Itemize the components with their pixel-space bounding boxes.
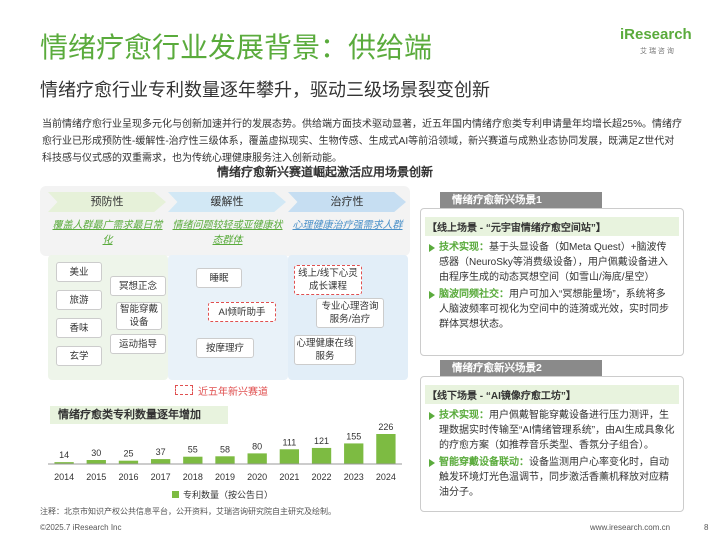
scene-box: 【线下场景 - “AI镜像疗愈工坊”】 技术实现：用户佩戴智能穿戴设备进行压力测… bbox=[420, 376, 684, 512]
section-title: 情绪疗愈新兴赛道崛起激活应用场景创新 bbox=[216, 165, 433, 179]
x-tick-label: 2024 bbox=[376, 472, 396, 482]
value-label: 226 bbox=[378, 422, 393, 432]
bullet-label: 技术实现： bbox=[439, 242, 489, 253]
item: 按摩理疗 bbox=[196, 338, 254, 358]
subtitle: 情绪疗愈行业专利数量逐年攀升，驱动三级场景裂变创新 bbox=[40, 80, 490, 100]
bar bbox=[86, 460, 106, 464]
logo: iResearch bbox=[620, 26, 692, 43]
tier-desc: 心理健康治疗强需求人群 bbox=[292, 220, 403, 231]
bar bbox=[247, 453, 267, 464]
bullet-label: 技术实现： bbox=[439, 410, 489, 421]
tier: 治疗性 bbox=[288, 192, 406, 212]
tier: 预防性 bbox=[48, 192, 166, 212]
x-tick-label: 2014 bbox=[54, 472, 74, 482]
chart: 14 2014 30 2015 25 2016 37 2017 55 2018 58 2019 80 20… bbox=[48, 422, 402, 500]
x-tick-label: 2020 bbox=[247, 472, 267, 482]
bar bbox=[344, 443, 364, 464]
value-label: 111 bbox=[283, 437, 297, 447]
bullet: 技术实现：用户佩戴智能穿戴设备进行压力测评，生理数据实时传输至“AI情绪管理系统… bbox=[429, 408, 675, 453]
scene-tab: 情绪疗愈新兴场景1 bbox=[440, 192, 602, 208]
bullet-text: 设备监测用户心率变化时，自动触发环境灯光色温调节，同步激活香薰机释放对应精油分子… bbox=[439, 457, 669, 498]
x-tick-label: 2015 bbox=[86, 472, 106, 482]
legend-swatch bbox=[175, 385, 193, 395]
scene-title: 【线上场景 - “元宇宙情绪疗愈空间站”】 bbox=[425, 217, 679, 236]
x-tick-label: 2018 bbox=[183, 472, 203, 482]
bar bbox=[118, 460, 139, 464]
x-tick-label: 2021 bbox=[279, 472, 299, 482]
bullet-text: 基于头显设备（如Meta Quest）+脑波传感器（NeuroSky等消费级设备… bbox=[439, 242, 668, 283]
item: 冥想正念 bbox=[110, 276, 166, 296]
item: 睡眠 bbox=[196, 268, 242, 288]
bullet-text: 用户可加入“冥想能量场”，系统将多人脑波频率可视化为空间中的涟漪或光效，实时同步… bbox=[439, 289, 669, 330]
x-tick-label: 2023 bbox=[344, 472, 364, 482]
value-label: 25 bbox=[123, 449, 133, 459]
bar bbox=[150, 459, 171, 464]
value-label: 14 bbox=[59, 450, 69, 460]
bar bbox=[376, 434, 396, 464]
item: 专业心理咨询服务/治疗 bbox=[316, 298, 384, 328]
value-label: 155 bbox=[346, 431, 361, 441]
page-number: 8 bbox=[704, 523, 709, 532]
item: 香味 bbox=[56, 318, 102, 338]
value-label: 121 bbox=[314, 436, 329, 446]
legend-label: 近五年新兴赛道 bbox=[198, 387, 268, 398]
scene-title: 【线下场景 - “AI镜像疗愈工坊”】 bbox=[425, 385, 679, 404]
logo-sub: 艾 瑞 咨 询 bbox=[640, 48, 674, 55]
bullet: 技术实现：基于头显设备（如Meta Quest）+脑波传感器（NeuroSky等… bbox=[429, 240, 675, 285]
title: 情绪疗愈行业发展背景：供给端 bbox=[40, 32, 433, 63]
bar bbox=[54, 462, 74, 464]
copyright: ©2025.7 iResearch Inc bbox=[40, 523, 122, 532]
item: 线上/线下心灵成长课程 bbox=[294, 265, 362, 295]
item: 运动指导 bbox=[110, 334, 166, 354]
item: AI倾听助手 bbox=[208, 302, 276, 322]
bar bbox=[279, 449, 300, 464]
item: 智能穿戴设备 bbox=[116, 302, 162, 330]
item: 美业 bbox=[56, 262, 102, 282]
source: 注释：北京市知识产权公共信息平台，公开资料，艾瑞咨询研究院自主研究及绘制。 bbox=[40, 507, 336, 516]
legend-label: 专利数量（按公告日） bbox=[183, 489, 273, 500]
bar bbox=[215, 456, 235, 464]
bullet-label: 脑波同频社交： bbox=[439, 289, 509, 300]
intro: 当前情绪疗愈行业呈现多元化与创新加速并行的发展态势。供给端方面技术驱动显著，近五… bbox=[42, 119, 683, 164]
item: 心理健康在线服务 bbox=[294, 335, 356, 365]
value-label: 30 bbox=[91, 448, 101, 458]
tier: 缓解性 bbox=[168, 192, 286, 212]
scene-tab: 情绪疗愈新兴场景2 bbox=[440, 360, 602, 376]
item: 玄学 bbox=[56, 346, 102, 366]
x-tick-label: 2022 bbox=[312, 472, 332, 482]
x-tick-label: 2019 bbox=[215, 472, 235, 482]
bullet: 脑波同频社交：用户可加入“冥想能量场”，系统将多人脑波频率可视化为空间中的涟漪或… bbox=[429, 287, 675, 332]
item: 旅游 bbox=[56, 290, 102, 310]
chart-title: 情绪疗愈类专利数量逐年增加 bbox=[50, 406, 228, 424]
value-label: 80 bbox=[252, 441, 262, 451]
x-tick-label: 2016 bbox=[118, 472, 138, 482]
value-label: 58 bbox=[220, 444, 230, 454]
bar bbox=[183, 456, 203, 464]
bullet-text: 用户佩戴智能穿戴设备进行压力测评，生理数据实时传输至“AI情绪管理系统”，由AI… bbox=[439, 410, 675, 451]
scene-box: 【线上场景 - “元宇宙情绪疗愈空间站”】 技术实现：基于头显设备（如Meta … bbox=[420, 208, 684, 356]
url: www.iresearch.com.cn bbox=[590, 523, 671, 532]
bullet: 智能穿戴设备联动：设备监测用户心率变化时，自动触发环境灯光色温调节，同步激活香薰… bbox=[429, 455, 675, 500]
tier-desc: 情绪问题较轻或亚健康状态群体 bbox=[172, 220, 283, 246]
x-tick-label: 2017 bbox=[151, 472, 171, 482]
bullet-label: 智能穿戴设备联动： bbox=[439, 457, 529, 468]
bar bbox=[311, 447, 332, 464]
value-label: 55 bbox=[188, 445, 198, 455]
legend-swatch bbox=[172, 491, 179, 498]
tier-desc: 覆盖人群最广需求最日常化 bbox=[52, 220, 163, 246]
value-label: 37 bbox=[156, 447, 166, 457]
